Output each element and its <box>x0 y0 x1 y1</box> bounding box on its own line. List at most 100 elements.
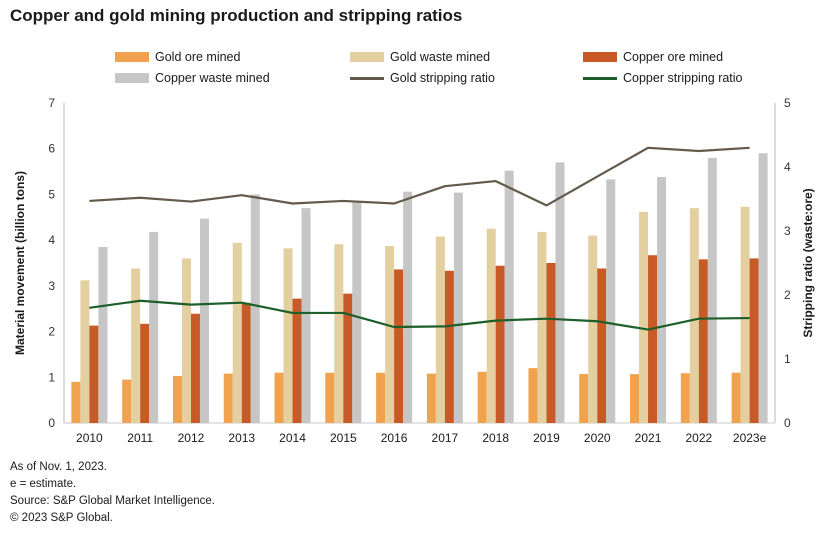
bar-gold-waste-mined-2020 <box>588 235 598 423</box>
bar-gold-waste-mined-2019 <box>537 231 547 423</box>
legend-label-copper-stripping: Copper stripping ratio <box>623 71 743 85</box>
x-axis-label-2015: 2015 <box>330 431 357 445</box>
bar-copper-ore-mined-2012 <box>190 313 200 423</box>
legend-swatch-copper-waste <box>115 73 149 83</box>
bar-copper-waste-mined-2022 <box>707 157 717 423</box>
right-axis-tick-0: 0 <box>784 416 791 430</box>
footnote-copyright: © 2023 S&P Global. <box>10 512 113 524</box>
right-axis-tick-4: 4 <box>784 160 791 174</box>
bar-copper-waste-mined-2012 <box>199 218 209 423</box>
left-axis-tick-1: 1 <box>48 370 55 384</box>
left-axis-tick-7: 7 <box>48 96 55 110</box>
x-axis-label-2010: 2010 <box>76 431 103 445</box>
bar-gold-ore-mined-2018 <box>477 371 487 423</box>
bar-gold-ore-mined-2012 <box>172 375 182 423</box>
right-axis-tick-3: 3 <box>784 224 791 238</box>
x-axis-label-2018: 2018 <box>482 431 509 445</box>
legend-label-gold-waste: Gold waste mined <box>390 50 491 64</box>
left-axis-title: Material movement (billion tons) <box>13 171 27 355</box>
right-axis-tick-5: 5 <box>784 96 791 110</box>
legend-item-copper-stripping-ratio: Copper stripping ratio <box>583 71 743 85</box>
bar-copper-waste-mined-2014 <box>301 208 311 423</box>
left-axis-tick-4: 4 <box>48 233 55 247</box>
bar-gold-waste-mined-2011 <box>131 268 141 423</box>
bar-gold-waste-mined-2013 <box>232 242 242 423</box>
bar-copper-ore-mined-2021 <box>648 255 658 423</box>
legend-swatch-gold-waste <box>350 52 384 62</box>
footnotes: As of Nov. 1, 2023. e = estimate. Source… <box>10 459 215 527</box>
legend-item-copper-waste-mined: Copper waste mined <box>115 71 270 85</box>
right-axis-title: Stripping ratio (waste:ore) <box>801 188 815 337</box>
bar-copper-waste-mined-2019 <box>555 162 565 423</box>
bar-copper-waste-mined-2017 <box>453 192 463 423</box>
bar-copper-ore-mined-2011 <box>140 323 150 423</box>
bar-copper-waste-mined-2016 <box>403 191 413 423</box>
x-axis-label-2011: 2011 <box>127 431 153 445</box>
legend-item-copper-ore-mined: Copper ore mined <box>583 50 723 64</box>
x-axis-label-2021: 2021 <box>635 431 662 445</box>
x-axis-label-2022: 2022 <box>685 431 712 445</box>
bar-copper-ore-mined-2013 <box>241 302 251 423</box>
x-axis-label-2019: 2019 <box>533 431 560 445</box>
footnote-as-of: As of Nov. 1, 2023. <box>10 461 107 473</box>
legend-label-copper-waste: Copper waste mined <box>155 71 270 85</box>
bar-copper-ore-mined-2018 <box>495 265 505 423</box>
legend-swatch-copper-ore <box>583 52 617 62</box>
bar-copper-ore-mined-2023e <box>749 258 759 423</box>
bar-gold-waste-mined-2022 <box>689 208 699 423</box>
bar-copper-waste-mined-2015 <box>352 201 362 423</box>
bar-copper-ore-mined-2010 <box>89 325 99 423</box>
bar-gold-waste-mined-2018 <box>486 228 496 423</box>
bar-copper-waste-mined-2021 <box>657 177 667 423</box>
bar-copper-waste-mined-2018 <box>504 170 514 423</box>
line-copper-stripping-ratio <box>89 299 750 331</box>
bar-gold-ore-mined-2017 <box>426 373 436 423</box>
legend-item-gold-ore-mined: Gold ore mined <box>115 50 240 64</box>
bar-gold-waste-mined-2012 <box>181 258 191 423</box>
chart-plot-area: 0 1 2 3 4 5 6 7 0 1 2 3 4 5 2010 2011 2012 2013 2014 2015 20… <box>13 96 815 445</box>
bar-gold-ore-mined-2015 <box>325 372 335 423</box>
x-axis-label-2017: 2017 <box>432 431 459 445</box>
left-axis-tick-5: 5 <box>48 187 55 201</box>
bar-copper-ore-mined-2020 <box>597 268 607 423</box>
legend-swatch-copper-stripping-line <box>583 76 617 80</box>
bar-gold-waste-mined-2023e <box>740 206 750 423</box>
x-axis-label-2012: 2012 <box>178 431 205 445</box>
line-gold-stripping-ratio <box>89 146 750 207</box>
bar-copper-ore-mined-2016 <box>394 269 404 423</box>
bar-gold-ore-mined-2016 <box>376 372 386 423</box>
bar-copper-ore-mined-2014 <box>292 298 302 423</box>
left-axis-tick-6: 6 <box>48 142 55 156</box>
bar-gold-ore-mined-2019 <box>528 368 538 423</box>
left-axis-tick-2: 2 <box>48 325 55 339</box>
bar-copper-ore-mined-2017 <box>444 270 454 423</box>
bar-gold-waste-mined-2010 <box>80 280 90 423</box>
footnote-source: Source: S&P Global Market Intelligence. <box>10 495 215 507</box>
x-axis-label-2016: 2016 <box>381 431 408 445</box>
bar-copper-waste-mined-2011 <box>149 231 159 423</box>
bar-copper-waste-mined-2010 <box>98 247 108 423</box>
bar-gold-waste-mined-2014 <box>283 248 293 423</box>
bar-gold-ore-mined-2011 <box>122 379 132 423</box>
footnote-estimate: e = estimate. <box>10 478 77 490</box>
chart-title: Copper and gold mining production and st… <box>10 6 463 25</box>
bar-copper-ore-mined-2022 <box>698 259 708 423</box>
bar-copper-waste-mined-2023e <box>758 153 768 424</box>
bar-gold-waste-mined-2021 <box>639 211 649 423</box>
bar-gold-waste-mined-2017 <box>435 236 445 423</box>
legend-swatch-gold-ore <box>115 52 149 62</box>
bar-copper-ore-mined-2015 <box>343 293 353 423</box>
x-axis-label-2023e: 2023e <box>733 431 767 445</box>
legend-label-gold-stripping: Gold stripping ratio <box>390 71 495 85</box>
bar-gold-ore-mined-2013 <box>223 373 233 423</box>
bar-gold-ore-mined-2022 <box>680 373 690 423</box>
bar-copper-waste-mined-2020 <box>606 179 616 423</box>
legend-label-gold-ore: Gold ore mined <box>155 50 241 64</box>
x-axis-label-2013: 2013 <box>228 431 255 445</box>
left-axis-tick-0: 0 <box>48 416 55 430</box>
legend-item-gold-stripping-ratio: Gold stripping ratio <box>350 71 495 85</box>
bar-gold-waste-mined-2015 <box>334 244 344 423</box>
legend-swatch-gold-stripping-line <box>350 76 384 80</box>
left-axis-tick-3: 3 <box>48 279 55 293</box>
